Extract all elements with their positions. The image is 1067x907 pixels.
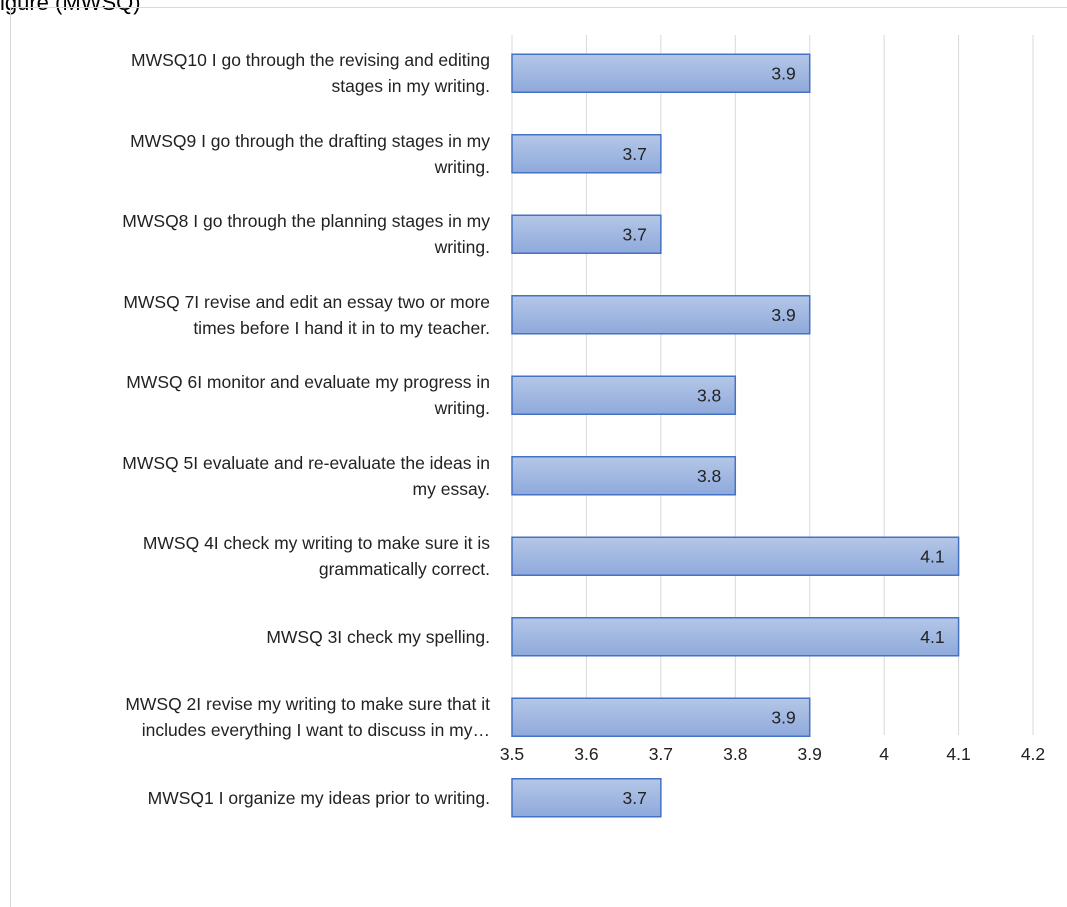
bar xyxy=(511,375,737,415)
bar xyxy=(511,456,737,496)
x-tick-label: 3.8 xyxy=(723,744,747,764)
category-label: MWSQ 5I evaluate and re-evaluate the ide… xyxy=(0,450,490,502)
x-tick-label: 3.7 xyxy=(649,744,673,764)
data-label: 3.7 xyxy=(623,788,647,808)
bar xyxy=(511,617,960,657)
x-tick-label: 3.5 xyxy=(500,744,524,764)
category-label-line: MWSQ1 I organize my ideas prior to writi… xyxy=(147,787,490,808)
data-label: 3.8 xyxy=(697,385,721,405)
category-label-line: MWSQ 3I check my spelling. xyxy=(266,626,490,647)
data-label: 3.9 xyxy=(771,63,795,83)
category-label-line: my essay. xyxy=(412,478,490,499)
category-label: MWSQ9 I go through the drafting stages i… xyxy=(0,128,490,180)
bar xyxy=(511,697,811,737)
category-label-line: MWSQ10 I go through the revising and edi… xyxy=(131,50,490,71)
category-label-line: MWSQ8 I go through the planning stages i… xyxy=(122,211,490,232)
category-label: MWSQ 4I check my writing to make sure it… xyxy=(0,530,490,582)
category-label: MWSQ 7I revise and edit an essay two or … xyxy=(0,289,490,341)
data-label: 3.9 xyxy=(771,305,795,325)
x-tick-label: 4.1 xyxy=(946,744,970,764)
category-label-line: includes everything I want to discuss in… xyxy=(141,720,490,741)
category-label-line: times before I hand it in to my teacher. xyxy=(193,317,490,338)
chart-frame xyxy=(10,7,1067,907)
x-tick-label: 4.2 xyxy=(1021,744,1045,764)
bars: 3.9 3.7 3.7 3.9 3.8 3.8 4.1 4.1 3.9 3.7 xyxy=(511,53,960,818)
data-label: 4.1 xyxy=(920,546,944,566)
data-label: 4.1 xyxy=(920,627,944,647)
data-label: 3.8 xyxy=(697,466,721,486)
category-label-line: MWSQ 2I revise my writing to make sure t… xyxy=(125,694,490,715)
bar xyxy=(511,778,662,818)
x-axis-ticks: 3.5 3.6 3.7 3.8 3.9 4 4.1 4.2 xyxy=(500,744,1045,764)
category-label-line: MWSQ 6I monitor and evaluate my progress… xyxy=(126,372,490,393)
category-label: MWSQ 2I revise my writing to make sure t… xyxy=(0,691,490,743)
data-label: 3.9 xyxy=(771,707,795,727)
x-tick-label: 3.6 xyxy=(574,744,598,764)
bar xyxy=(511,53,811,93)
data-label: 3.7 xyxy=(623,144,647,164)
category-label: MWSQ 6I monitor and evaluate my progress… xyxy=(0,369,490,421)
x-tick-label: 4 xyxy=(879,744,889,764)
category-label-line: MWSQ 5I evaluate and re-evaluate the ide… xyxy=(122,452,490,473)
category-label-line: grammatically correct. xyxy=(318,559,490,580)
x-tick-label: 3.9 xyxy=(798,744,822,764)
bar xyxy=(511,134,662,174)
bar xyxy=(511,536,960,576)
category-label-line: writing. xyxy=(434,156,490,177)
category-label-line: MWSQ9 I go through the drafting stages i… xyxy=(130,130,490,151)
category-label: MWSQ10 I go through the revising and edi… xyxy=(0,47,490,99)
data-label: 3.7 xyxy=(623,224,647,244)
category-label: MWSQ1 I organize my ideas prior to writi… xyxy=(0,785,490,811)
category-label: MWSQ8 I go through the planning stages i… xyxy=(0,208,490,260)
category-label-line: stages in my writing. xyxy=(331,76,490,97)
bar xyxy=(511,295,811,335)
category-label-line: MWSQ 4I check my writing to make sure it… xyxy=(142,533,490,554)
category-label: MWSQ 3I check my spelling. xyxy=(0,624,490,650)
bar xyxy=(511,214,662,254)
category-label-line: writing. xyxy=(434,398,490,419)
category-label-line: writing. xyxy=(434,237,490,258)
category-label-line: MWSQ 7I revise and edit an essay two or … xyxy=(123,291,490,312)
